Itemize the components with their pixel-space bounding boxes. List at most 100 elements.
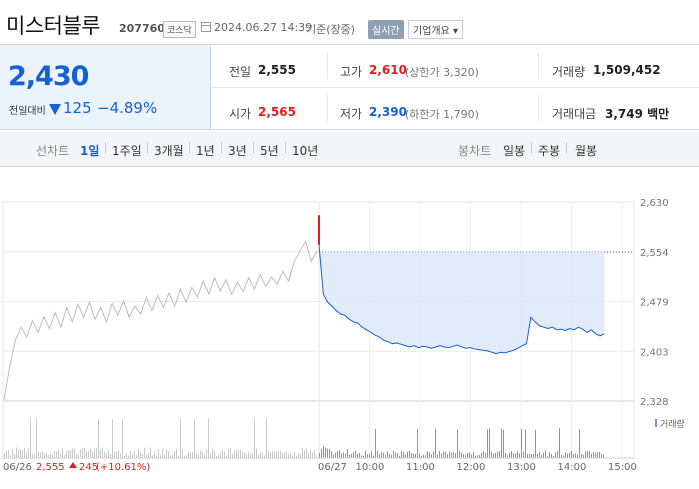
volume-bar [38, 451, 39, 458]
volume-bar [230, 448, 231, 458]
volume-bar [44, 453, 45, 458]
volume-bar [156, 455, 157, 458]
volume-bar [363, 455, 364, 458]
volume-bar [6, 450, 7, 458]
volume-bar [12, 448, 13, 458]
open-value: 2,565 [258, 105, 296, 119]
volume-bar [70, 450, 71, 458]
volume-bar [387, 451, 388, 458]
volume-bar [577, 454, 578, 458]
volume-bar [531, 453, 532, 458]
volume-bar [276, 451, 277, 458]
quote-panel: 2,430 전일대비 125 −4.89% 전일 2,555 고가 2,610 … [0, 44, 699, 130]
tab-10y[interactable]: 10년 [292, 144, 319, 158]
volume-bar [479, 454, 480, 458]
volume-bar [172, 454, 173, 458]
volume-bar [337, 451, 338, 458]
volume-bar [403, 452, 404, 458]
volume-bar [310, 451, 311, 458]
volume-bar [407, 451, 408, 458]
volume-bar [529, 453, 530, 458]
volume-bar [210, 453, 211, 458]
volume-bar [321, 448, 322, 458]
volume-bar [517, 451, 518, 458]
y-tick-label: 2,403 [640, 347, 669, 358]
today-label: 06/27 [318, 462, 347, 473]
down-triangle-icon [49, 104, 61, 115]
volume-bar [389, 453, 390, 458]
tab-5y[interactable]: 5년 [260, 144, 279, 158]
volume-bar [573, 453, 574, 458]
volume-bar [497, 451, 498, 458]
tab-3m[interactable]: 3개월 [154, 144, 184, 158]
volume-bar [80, 449, 81, 458]
tab-1w[interactable]: 1주일 [112, 144, 142, 158]
tab-1y[interactable]: 1년 [196, 144, 215, 158]
volume-bar [236, 449, 237, 458]
volume-bar [300, 454, 301, 458]
volume-bar [393, 450, 394, 458]
volume-bar [587, 450, 588, 458]
volume-bar [226, 455, 227, 458]
volume-bar [256, 448, 257, 458]
volume-bar [314, 450, 315, 458]
volume-bar [218, 454, 219, 458]
volume-bar [158, 449, 159, 458]
volume-bar [427, 451, 428, 458]
volume-bar [365, 450, 366, 458]
volume-bar [583, 454, 584, 458]
volume-bar [292, 455, 293, 458]
volume-bar [447, 454, 448, 458]
volume-bar [523, 452, 524, 458]
volume-bar [36, 418, 37, 458]
volume-bar [327, 448, 328, 458]
volume-bar [178, 455, 179, 458]
volume-bar [385, 454, 386, 458]
quote-datetime: 2024.06.27 14:39 [214, 21, 313, 34]
tab-3y[interactable]: 3년 [228, 144, 247, 158]
tab-daily-candle[interactable]: 일봉 [503, 144, 526, 158]
realtime-button[interactable]: 실시간 [368, 20, 404, 39]
volume-bar [359, 453, 360, 458]
volume-bar [56, 451, 57, 458]
volume-bar [40, 452, 41, 458]
volume-bar [10, 455, 11, 458]
prev-day-change: 245 [79, 462, 98, 473]
volume-bar [383, 452, 384, 458]
tab-divider [531, 142, 532, 153]
tab-1d[interactable]: 1일 [80, 144, 100, 158]
volume-bar [483, 451, 484, 458]
company-overview-button[interactable]: 기업개요 ▾ [408, 20, 463, 39]
volume-bar [419, 453, 420, 458]
volume-bar [108, 449, 109, 458]
volume-bar [555, 452, 556, 458]
volume-bar [240, 449, 241, 458]
low-label: 저가 [340, 107, 363, 121]
volume-bar [308, 453, 309, 458]
prev-day-line [3, 240, 318, 400]
volume-bar [34, 454, 35, 458]
volume-bar [296, 455, 297, 458]
volume-bar [527, 454, 528, 458]
volume-bar [429, 452, 430, 458]
volume-bar [298, 453, 299, 458]
volume-bar [433, 451, 434, 458]
volume-bar [415, 453, 416, 458]
volume-bar [190, 452, 191, 458]
volume-bar [343, 452, 344, 458]
tab-divider [189, 142, 190, 153]
volume-bar [100, 449, 101, 458]
volume-bar [118, 450, 119, 458]
volume-bar [375, 428, 376, 458]
tab-weekly-candle[interactable]: 주봉 [538, 144, 561, 158]
volume-bar [453, 451, 454, 458]
volume-bar [268, 450, 269, 458]
today-area [319, 244, 605, 354]
volume-bar [22, 450, 23, 458]
time-tick-label: 13:00 [507, 462, 536, 473]
volume-bar [154, 451, 155, 458]
tab-monthly-candle[interactable]: 월봉 [575, 144, 598, 158]
time-tick-label: 15:00 [608, 462, 637, 473]
volume-bar [168, 451, 169, 458]
volume-bar [345, 453, 346, 458]
